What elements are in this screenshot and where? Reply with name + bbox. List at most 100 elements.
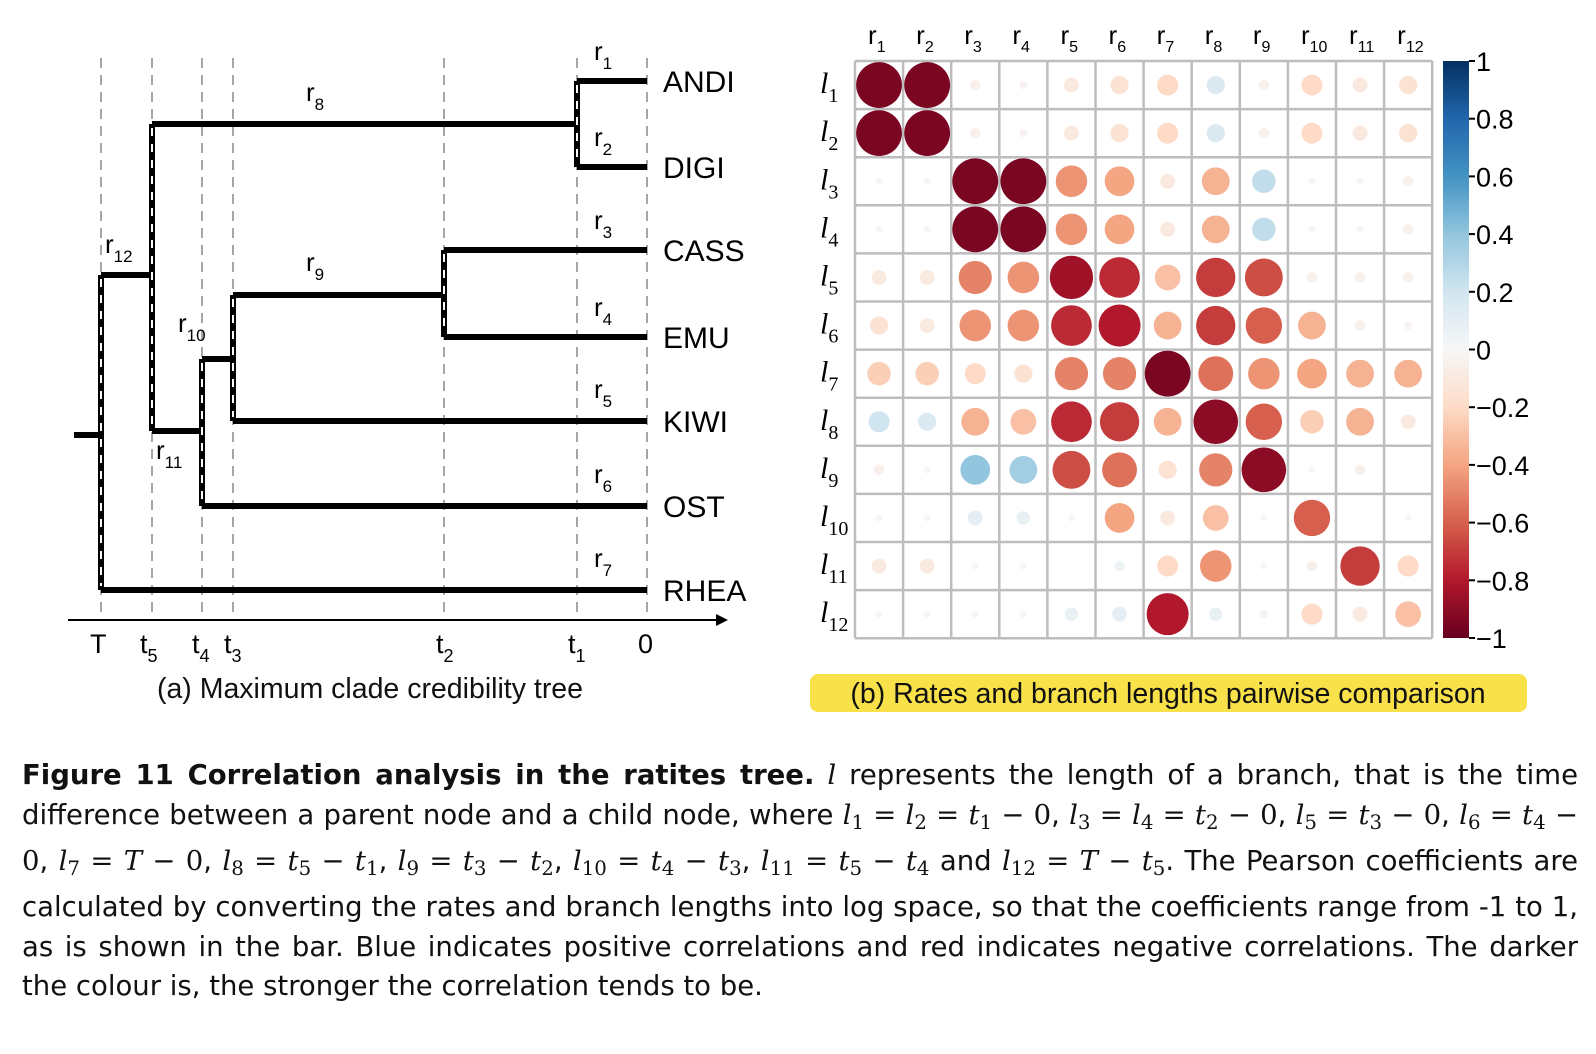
caption-separator: , (203, 844, 223, 877)
node-dash-overlay (100, 85, 578, 586)
math-var-T: T (1079, 844, 1098, 877)
dot-l1-r6 (1110, 75, 1129, 95)
time-tick-t5: t5 (140, 629, 158, 666)
dot-l8-r3 (961, 407, 990, 436)
column-label-r6: r6 (1109, 20, 1127, 56)
dot-l5-r3 (958, 260, 992, 295)
dot-l6-r9 (1245, 307, 1283, 344)
dot-l12-r12 (1395, 601, 1422, 628)
taxon-rhea: RHEA (663, 575, 746, 608)
dot-l5-r7 (1154, 264, 1181, 291)
dot-l6-r12 (1404, 321, 1413, 330)
caption-separator: , (553, 844, 573, 877)
math-minus: − (1382, 798, 1424, 831)
column-label-r9: r9 (1253, 20, 1271, 56)
math-equals: = (1090, 798, 1133, 831)
figure-caption: Figure 11 Correlation analysis in the ra… (22, 756, 1578, 1007)
dot-l12-r7 (1146, 593, 1189, 636)
math-minus: − (1097, 844, 1142, 877)
dot-l4-r5 (1055, 213, 1088, 246)
caption-separator: , (378, 844, 398, 877)
dot-l1-r8 (1206, 75, 1225, 95)
row-label-l8: l8 (820, 404, 838, 444)
math-var-l1: l1 (842, 798, 865, 834)
column-label-r8: r8 (1205, 20, 1223, 56)
taxon-ost: OST (663, 491, 725, 524)
colorbar-tick-label: 0.8 (1476, 105, 1514, 135)
taxa-labels: ANDI DIGI CASS EMU KIWI OST RHEA (663, 66, 746, 608)
dot-l9-r10 (1308, 466, 1316, 474)
dot-l8-r6 (1099, 402, 1140, 442)
dot-l5-r11 (1354, 272, 1366, 283)
figure-caption-title: Figure 11 Correlation analysis in the ra… (22, 759, 815, 791)
caption-separator: , (1441, 798, 1460, 831)
tree-caption: (a) Maximum clade credibility tree (157, 673, 583, 705)
colorbar-tick-label: −1 (1476, 624, 1507, 654)
caption-sentence-1: represents the length of a branch, that … (22, 759, 1578, 831)
math-var-l10: l10 (572, 844, 607, 880)
colorbar-tick-label: 1 (1476, 47, 1491, 77)
matrix-row-labels: l1 l2 l3 l4 l5 l6 l7 l8 l9 l10 l11 l12 (820, 67, 848, 636)
dot-l3-r9 (1252, 169, 1276, 193)
dot-l1-r12 (1399, 75, 1418, 95)
time-tick-t4: t4 (192, 629, 210, 666)
math-var-l2: l2 (905, 798, 927, 834)
dot-l8-r1 (868, 411, 890, 433)
time-tick-t1: t1 (568, 629, 586, 666)
dot-l3-r5 (1055, 165, 1088, 198)
dot-l5-r5 (1049, 255, 1094, 300)
dot-l10-r8 (1202, 505, 1229, 531)
dot-l6-r7 (1153, 311, 1182, 340)
dot-l10-r10 (1293, 499, 1331, 537)
dot-l11-r3 (971, 562, 979, 570)
dot-l8-r12 (1400, 414, 1416, 430)
dot-l5-r10 (1306, 272, 1318, 283)
math-var-l12: l12 (1001, 844, 1036, 880)
dot-l7-r11 (1346, 359, 1374, 388)
column-label-r11: r11 (1349, 20, 1374, 56)
math-minus: − (311, 844, 355, 877)
dot-l7-r2 (915, 361, 939, 386)
dot-l9-r5 (1052, 450, 1091, 489)
dot-l2-r2 (904, 110, 951, 157)
rate-label-r3: r3 (594, 205, 612, 242)
math-equals: = (1153, 798, 1195, 831)
math-var-t2: t2 (1194, 798, 1219, 834)
dot-l1-r7 (1157, 74, 1179, 96)
dot-l8-r5 (1051, 401, 1092, 443)
dot-l9-r4 (1009, 455, 1038, 484)
math-var-l11: l11 (760, 844, 795, 880)
math-equals: = (1316, 798, 1359, 831)
rate-label-r8: r8 (306, 77, 324, 114)
dot-l7-r3 (964, 363, 986, 385)
taxon-cass: CASS (663, 235, 745, 268)
dot-l5-r8 (1196, 257, 1236, 298)
dot-l8-r11 (1346, 407, 1374, 436)
row-label-l5: l5 (820, 259, 838, 299)
dot-l10-r12 (1404, 514, 1412, 522)
dot-l4-r12 (1402, 224, 1414, 235)
row-label-l3: l3 (820, 163, 838, 203)
dot-l5-r4 (1007, 261, 1040, 294)
dot-l11-r5 (1070, 565, 1072, 567)
math-equals: = (79, 844, 124, 877)
math-var-l7: l7 (58, 844, 80, 880)
dot-l3-r7 (1160, 173, 1176, 189)
colorbar-tick-label: 0.2 (1476, 278, 1514, 308)
dot-l9-r1 (873, 464, 885, 476)
caption-separator: , (741, 844, 761, 877)
rate-label-r7: r7 (594, 543, 612, 580)
row-label-l6: l6 (820, 308, 838, 348)
dot-l4-r8 (1201, 215, 1230, 244)
math-var-l3: l3 (1069, 798, 1091, 834)
dot-l7-r4 (1014, 364, 1033, 383)
dot-l3-r2 (923, 177, 931, 185)
dot-l10-r7 (1160, 510, 1176, 526)
row-label-l7: l7 (820, 356, 838, 396)
row-label-l12: l12 (820, 596, 848, 636)
dot-l10-r5 (1068, 514, 1075, 522)
dot-l2-r11 (1352, 125, 1368, 141)
math-equals: = (794, 844, 839, 877)
dot-l10-r11 (1359, 517, 1361, 519)
dot-l3-r11 (1356, 177, 1364, 185)
